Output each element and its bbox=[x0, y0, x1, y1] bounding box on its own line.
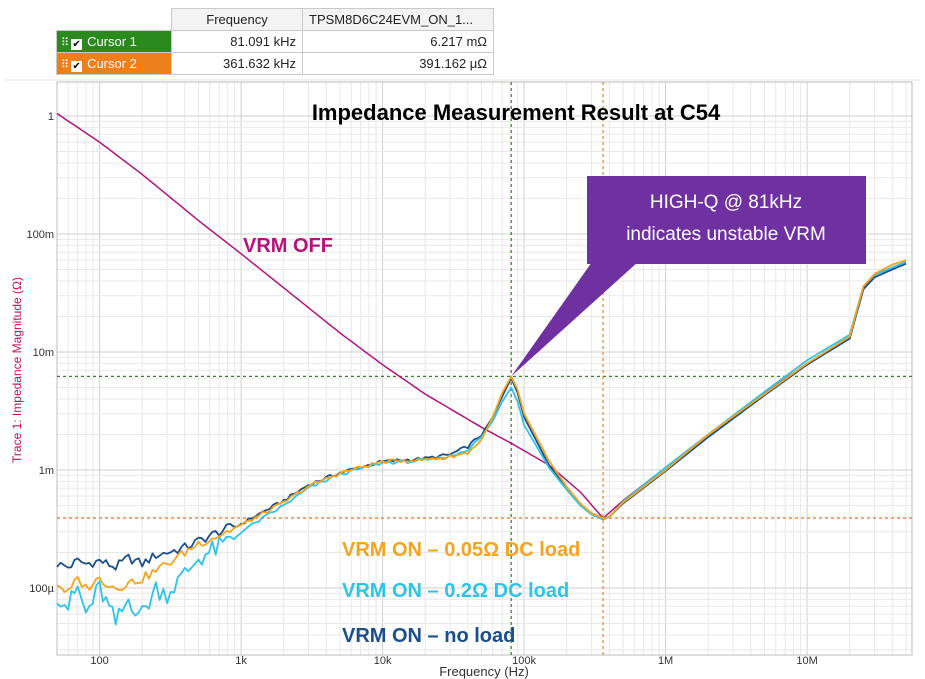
checkbox-checked-icon[interactable]: ✔ bbox=[71, 60, 83, 72]
chart-title: Impedance Measurement Result at C54 bbox=[312, 100, 721, 125]
cursor-2-frequency: 361.632 kHz bbox=[171, 52, 303, 75]
cursor-lines[interactable] bbox=[57, 82, 912, 655]
cursor-header-frequency: Frequency bbox=[171, 8, 303, 31]
cursor-2-value: 391.162 μΩ bbox=[302, 52, 494, 75]
callout-pointer bbox=[511, 262, 638, 377]
drag-handle-icon[interactable]: ⠿ bbox=[61, 36, 69, 49]
checkbox-checked-icon[interactable]: ✔ bbox=[71, 38, 83, 50]
series-vrm-on-02-load bbox=[56, 261, 907, 626]
cursor-readout-table: Frequency TPSM8D6C24EVM_ON_1... ⠿ ✔ Cursor… bbox=[56, 8, 494, 75]
series-lines bbox=[56, 112, 907, 626]
cursor-row-1[interactable]: ⠿ ✔ Cursor 1 81.091 kHz 6.217 mΩ bbox=[56, 30, 494, 53]
y-axis-label: Trace 1: Impedance Magnitude (Ω) bbox=[10, 277, 24, 463]
cursor-header-blank bbox=[56, 8, 172, 31]
x-tick-label: 100k bbox=[512, 655, 536, 667]
x-axis-label: Frequency (Hz) bbox=[439, 664, 529, 679]
x-tick-label: 1k bbox=[235, 655, 247, 667]
y-axis-ticks: 1 100m 10m 1m 100µ bbox=[26, 111, 54, 595]
y-tick-label: 100µ bbox=[29, 583, 54, 595]
x-tick-label: 1M bbox=[658, 655, 673, 667]
y-tick-label: 1 bbox=[48, 111, 54, 123]
cursor-row-2[interactable]: ⠿ ✔ Cursor 2 361.632 kHz 391.162 μΩ bbox=[56, 52, 494, 75]
callout-line-2: indicates unstable VRM bbox=[626, 224, 826, 245]
legend-vrm-on-no-load: VRM ON – no load bbox=[342, 625, 515, 647]
x-tick-label: 10k bbox=[374, 655, 392, 667]
x-tick-label: 100 bbox=[90, 655, 108, 667]
cursor-2-name: Cursor 2 bbox=[87, 55, 137, 71]
y-tick-label: 10m bbox=[33, 347, 54, 359]
cursor-1-frequency: 81.091 kHz bbox=[171, 30, 303, 53]
drag-handle-icon[interactable]: ⠿ bbox=[61, 58, 69, 71]
cursor-1-label[interactable]: ⠿ ✔ Cursor 1 bbox=[56, 30, 172, 53]
y-tick-label: 100m bbox=[26, 229, 54, 241]
plot-frame bbox=[56, 81, 913, 656]
legend-vrm-on-02-load: VRM ON – 0.2Ω DC load bbox=[342, 580, 569, 602]
series-vrm-on-005-load bbox=[56, 259, 907, 593]
callout-box bbox=[587, 176, 866, 264]
callout-line-1: HIGH-Q @ 81kHz bbox=[650, 192, 802, 213]
label-vrm-off: VRM OFF bbox=[243, 235, 333, 257]
x-axis-ticks: 100 1k 10k 100k 1M 10M bbox=[90, 655, 817, 667]
x-tick-label: 10M bbox=[796, 655, 817, 667]
legend-vrm-on-005-load: VRM ON – 0.05Ω DC load bbox=[342, 539, 580, 561]
cursor-1-name: Cursor 1 bbox=[87, 33, 137, 49]
cursor-2-label[interactable]: ⠿ ✔ Cursor 2 bbox=[56, 52, 172, 75]
y-tick-label: 1m bbox=[39, 465, 54, 477]
